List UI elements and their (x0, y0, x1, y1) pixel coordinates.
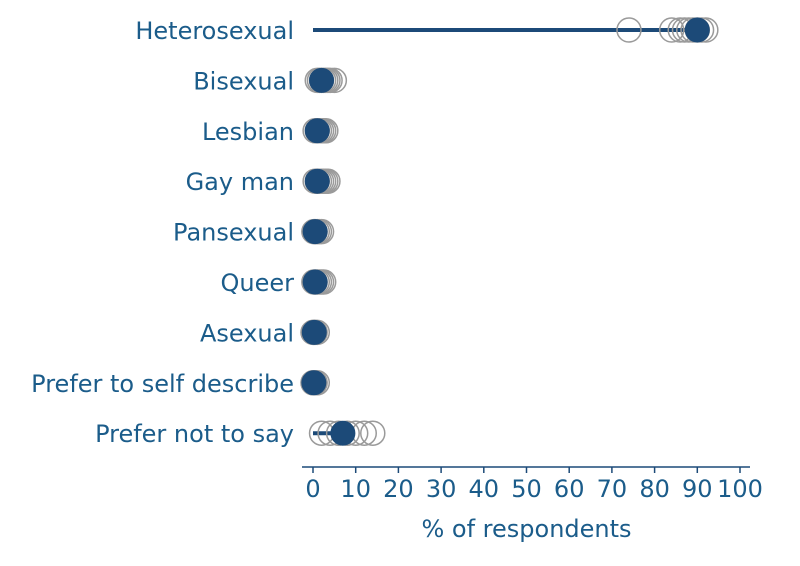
data-point (309, 67, 335, 93)
comparison-dots (300, 17, 719, 446)
comparison-point (658, 17, 685, 43)
x-axis: 0 10 20 30 40 50 60 70 80 90 100 (302, 466, 763, 503)
x-tick-label: 80 (639, 475, 670, 503)
range-lines (313, 28, 698, 436)
category-label: Prefer to self describe (31, 370, 294, 398)
category-label: Pansexual (173, 219, 294, 247)
x-tick-label: 100 (717, 475, 763, 503)
x-axis-ticks: 0 10 20 30 40 50 60 70 80 90 100 (305, 467, 763, 503)
category-label: Queer (221, 269, 295, 297)
data-point (302, 219, 328, 245)
data-point (301, 370, 327, 396)
data-point (684, 17, 710, 43)
x-tick-label: 70 (597, 475, 628, 503)
x-tick-label: 90 (682, 475, 713, 503)
category-label: Lesbian (202, 118, 294, 146)
data-point (302, 269, 328, 295)
category-label: Bisexual (193, 67, 294, 95)
category-label: Gay man (186, 168, 294, 196)
x-tick-label: 10 (340, 475, 371, 503)
category-label: Asexual (200, 319, 294, 347)
data-point (304, 118, 330, 144)
data-point (330, 420, 356, 446)
x-tick-label: 0 (305, 475, 320, 503)
x-tick-label: 20 (383, 475, 414, 503)
comparison-point (616, 17, 642, 43)
data-point (304, 168, 330, 194)
category-labels: Heterosexual Bisexual Lesbian Gay man Pansex… (31, 17, 294, 448)
comparison-point (360, 420, 386, 446)
data-point (301, 319, 327, 345)
x-tick-label: 60 (554, 475, 585, 503)
x-tick-label: 40 (469, 475, 500, 503)
category-label: Prefer not to say (95, 420, 294, 448)
category-label: Heterosexual (135, 17, 294, 45)
x-tick-label: 50 (511, 475, 542, 503)
main-series-dots (301, 17, 710, 446)
x-axis-title: % of respondents (421, 515, 631, 543)
x-tick-label: 30 (426, 475, 457, 503)
